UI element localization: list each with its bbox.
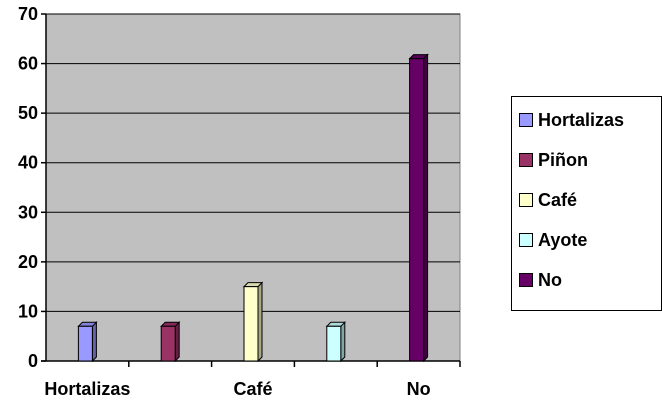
bar-side — [174, 321, 180, 363]
legend-label: Piñon — [538, 149, 588, 170]
y-tick-label: 70 — [18, 4, 38, 24]
legend-swatch — [519, 193, 533, 207]
legend-swatch — [519, 113, 533, 127]
chart-legend: Hortalizas Piñon Café Ayote No — [511, 96, 662, 311]
bar-hortalizas — [77, 325, 93, 362]
bar-cafe — [243, 286, 259, 362]
bar-side — [340, 321, 346, 363]
legend-label: No — [538, 269, 562, 290]
legend-item-pinon: Piñon — [519, 149, 588, 171]
x-tick-label: Café — [233, 379, 272, 399]
y-tick-label: 20 — [18, 252, 38, 272]
y-tick-label: 50 — [18, 103, 38, 123]
bar-top — [159, 321, 181, 327]
bar-top — [408, 54, 429, 60]
bar-side — [91, 321, 97, 363]
bar-top — [325, 321, 347, 327]
legend-swatch — [519, 233, 533, 247]
bar-top — [242, 282, 264, 288]
y-tick-label: 40 — [18, 153, 38, 173]
bar-ayote — [326, 325, 342, 362]
legend-swatch — [519, 153, 533, 167]
legend-label: Hortalizas — [538, 109, 625, 130]
y-tick-label: 10 — [18, 301, 38, 321]
legend-label: Ayote — [538, 229, 588, 250]
y-tick-label: 60 — [18, 54, 38, 74]
x-tick-label: No — [407, 379, 431, 399]
legend-item-hortalizas: Hortalizas — [519, 109, 624, 131]
legend-item-no: No — [519, 269, 562, 291]
y-tick-label: 0 — [28, 351, 38, 371]
bar-side — [423, 53, 429, 363]
bar-no — [409, 58, 425, 362]
y-tick-label: 30 — [18, 202, 38, 222]
bar-top — [77, 321, 98, 327]
legend-item-cafe: Café — [519, 189, 577, 211]
bar-side — [257, 281, 263, 363]
bar-pinon — [160, 325, 176, 362]
legend-swatch — [519, 273, 533, 287]
x-tick-label: Hortalizas — [44, 379, 130, 399]
legend-item-ayote: Ayote — [519, 229, 587, 251]
legend-label: Café — [538, 189, 578, 210]
